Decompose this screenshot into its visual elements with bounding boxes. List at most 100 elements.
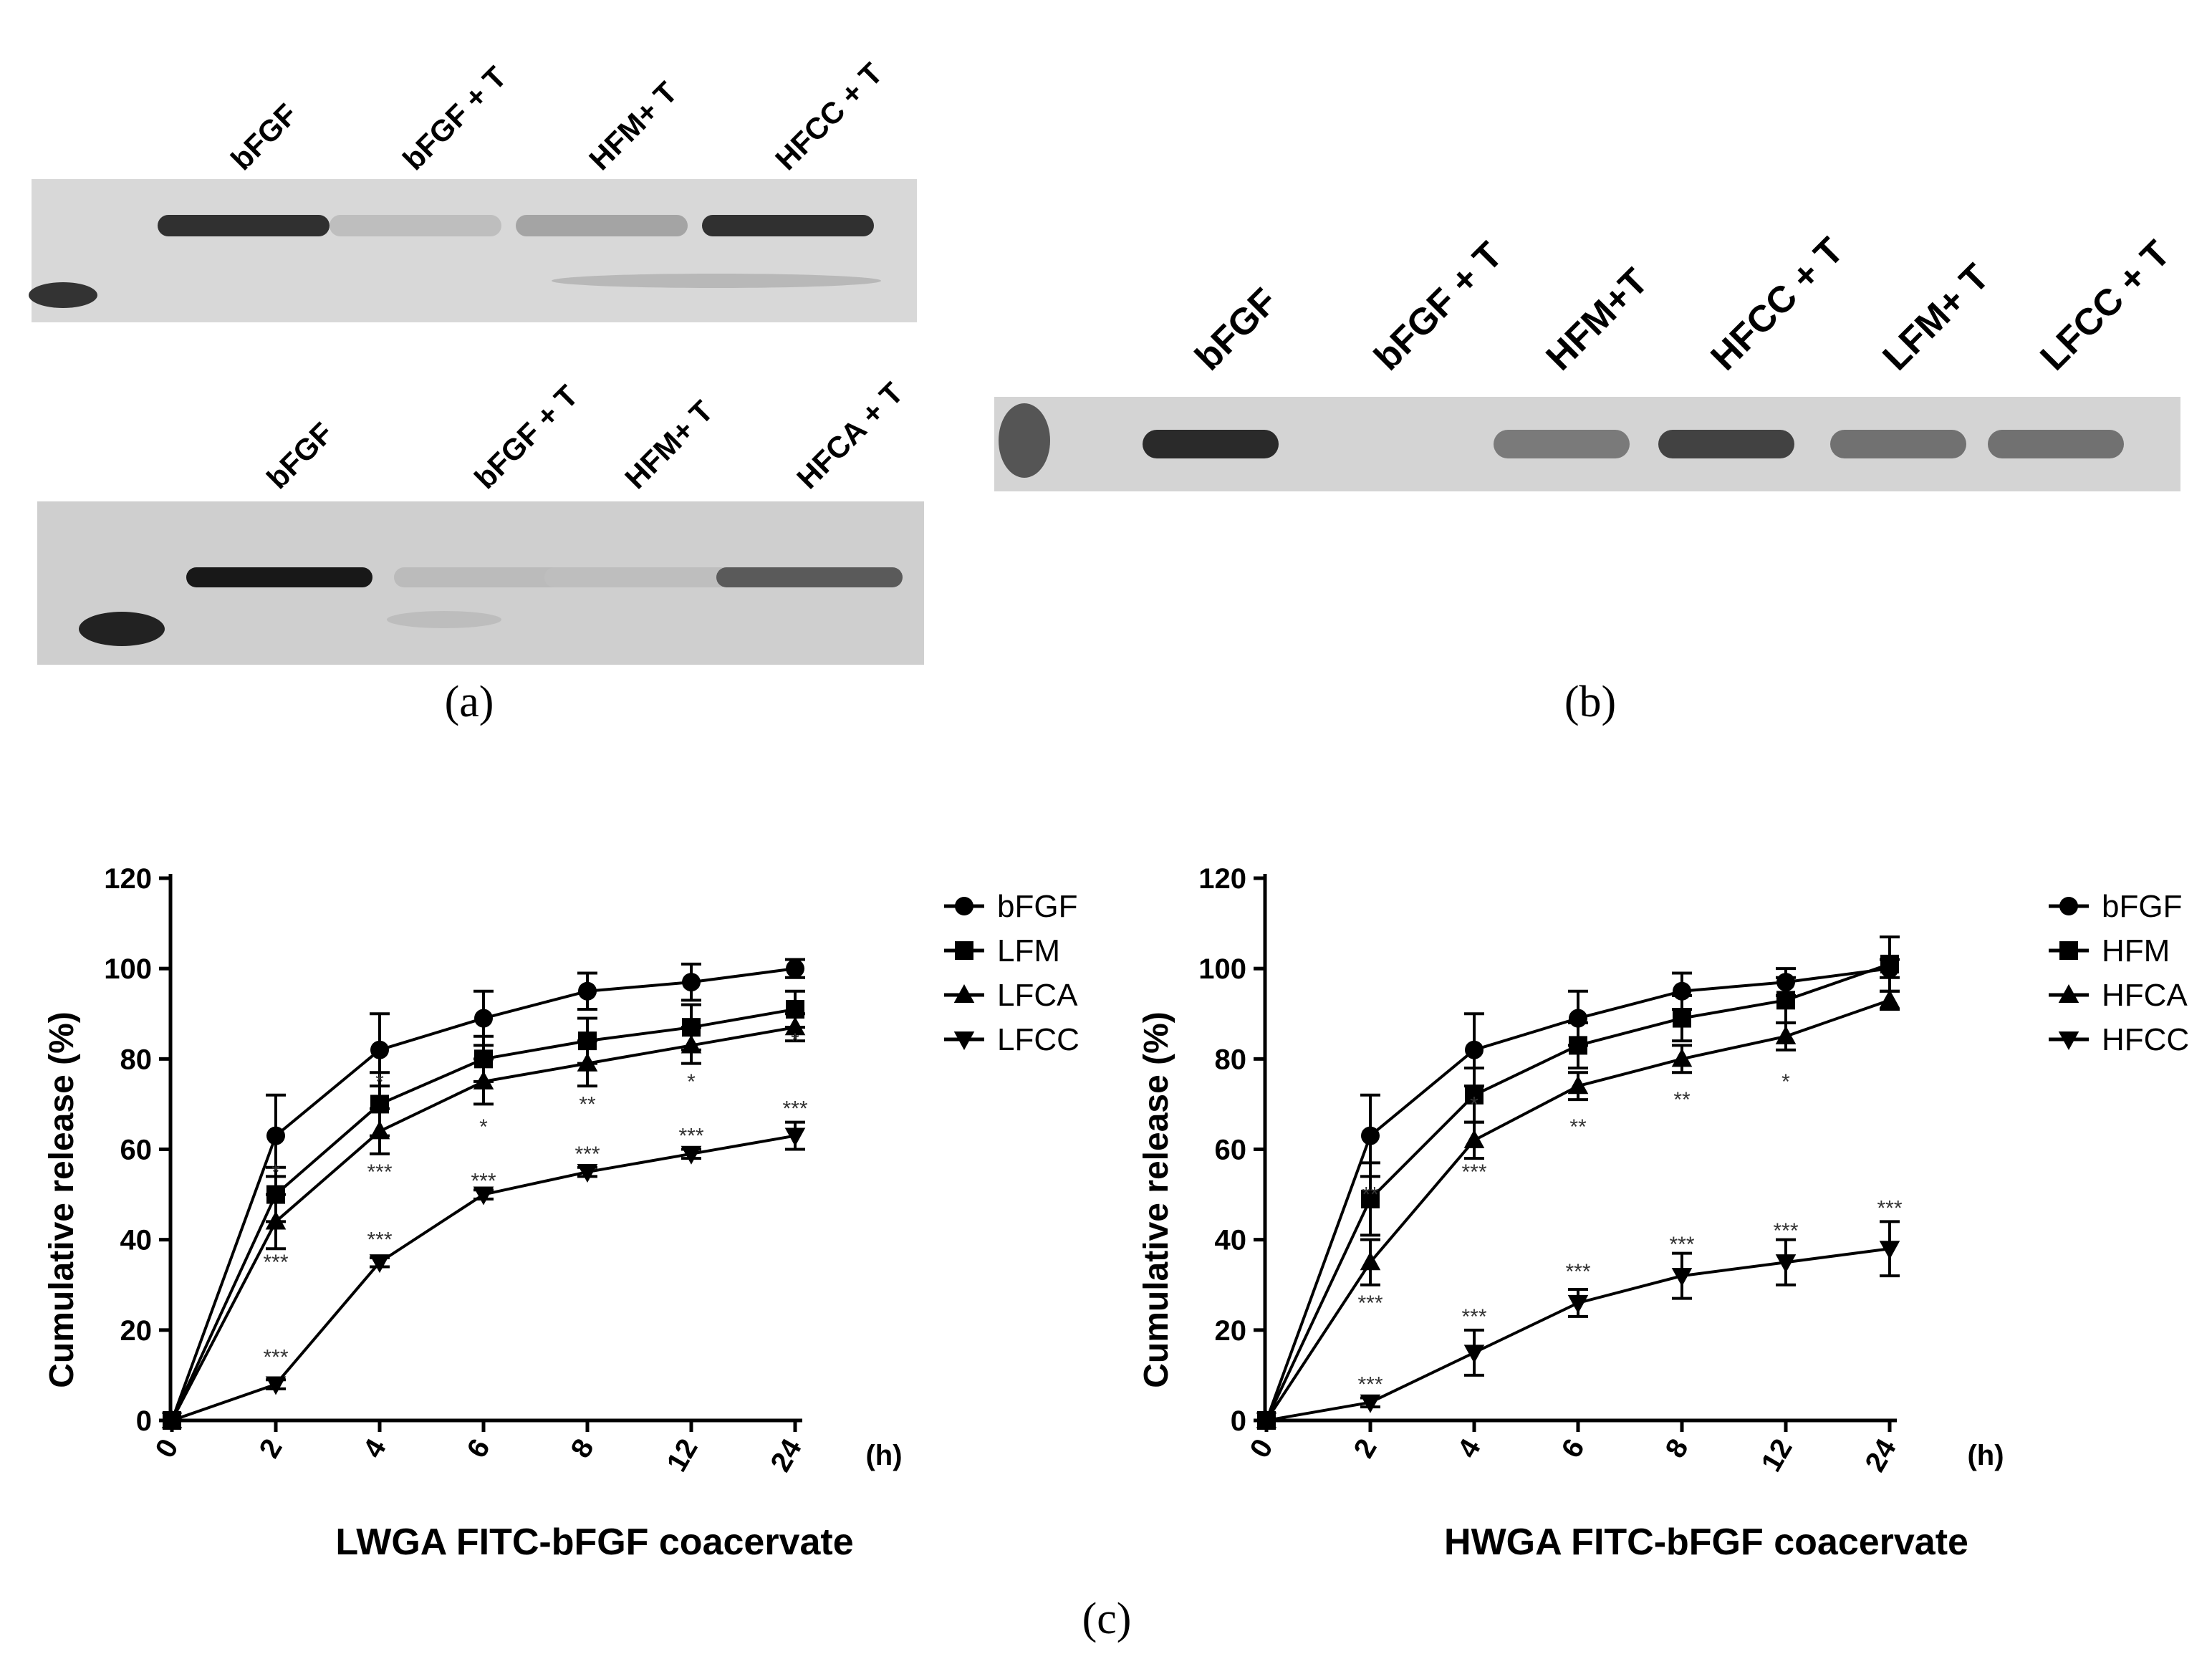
data-point xyxy=(955,897,973,915)
y-tick-label: 20 xyxy=(1215,1315,1247,1347)
data-point xyxy=(1567,1294,1589,1314)
x-axis-unit: (h) xyxy=(1967,1440,2004,1471)
lane-label: HFCC + T xyxy=(1703,230,1852,379)
data-point xyxy=(681,1145,702,1165)
y-tick-label: 100 xyxy=(1198,953,1246,985)
ladder-marker xyxy=(387,611,501,628)
significance-mark: *** xyxy=(1461,1305,1486,1329)
legend-label: bFGF xyxy=(997,889,1077,924)
x-tick-label: 4 xyxy=(357,1433,393,1463)
gel-band xyxy=(544,567,731,587)
data-point xyxy=(1465,1040,1484,1059)
significance-mark: *** xyxy=(1461,1160,1486,1184)
x-tick-label: 6 xyxy=(461,1434,496,1463)
significance-mark: *** xyxy=(263,1346,288,1370)
x-tick-label: 24 xyxy=(764,1433,808,1477)
significance-mark: * xyxy=(687,1070,696,1094)
significance-mark: *** xyxy=(678,1125,703,1148)
significance-mark: *** xyxy=(367,1160,392,1184)
significance-mark: ** xyxy=(1673,1088,1691,1112)
data-point xyxy=(1671,1048,1693,1067)
lane-label: bFGF xyxy=(260,416,340,496)
y-tick-label: 120 xyxy=(104,863,152,895)
data-point xyxy=(369,1254,390,1274)
data-point xyxy=(266,1126,285,1145)
data-point xyxy=(265,1376,287,1395)
ladder-marker xyxy=(79,612,165,646)
data-point xyxy=(577,1163,598,1183)
release-chart-lwga: Cumulative release (%) (h) LWGA FITC-bFG… xyxy=(43,863,1079,1563)
significance-mark: *** xyxy=(1773,1219,1798,1243)
y-tick-label: 20 xyxy=(120,1315,153,1347)
data-point xyxy=(1256,1412,1277,1431)
x-tick-label: 24 xyxy=(1859,1433,1903,1477)
data-point xyxy=(473,1070,494,1090)
legend-label: bFGF xyxy=(2102,889,2182,924)
data-point xyxy=(1879,989,1900,1009)
gel-a-bottom-bands xyxy=(79,567,903,646)
gel-band xyxy=(1658,430,1794,458)
significance-mark: ** xyxy=(1362,1183,1379,1207)
gel-band xyxy=(516,215,688,236)
data-point xyxy=(953,984,975,1004)
legend-label: LFCA xyxy=(997,978,1078,1013)
x-tick-label: 12 xyxy=(660,1434,703,1478)
data-point xyxy=(577,1052,598,1072)
gel-band xyxy=(1988,430,2124,458)
significance-mark: *** xyxy=(1877,1197,1902,1221)
data-point xyxy=(1673,1009,1691,1028)
data-point xyxy=(1775,1025,1797,1044)
y-tick-label: 40 xyxy=(120,1225,153,1256)
y-tick-label: 0 xyxy=(136,1405,152,1437)
series-LFCC xyxy=(161,1120,806,1431)
lane-label: HFM+ T xyxy=(618,394,720,496)
data-point xyxy=(955,941,973,960)
panel-label-b: (b) xyxy=(1564,678,1617,726)
significance-mark: *** xyxy=(1565,1260,1590,1284)
lane-label: bFGF + T xyxy=(396,59,513,176)
release-chart-hwga: Cumulative release (%) (h) HWGA FITC-bFG… xyxy=(1138,863,2189,1563)
ladder-marker xyxy=(999,403,1050,478)
y-axis-label: Cumulative release (%) xyxy=(43,1011,81,1388)
legend-label: LFCC xyxy=(997,1022,1079,1057)
data-point xyxy=(2059,897,2078,915)
lane-label: HFM+T xyxy=(1538,261,1656,379)
y-axis-label: Cumulative release (%) xyxy=(1138,1011,1175,1388)
x-tick-label: 4 xyxy=(1452,1433,1488,1463)
data-point xyxy=(1360,1251,1381,1271)
data-point xyxy=(1880,954,1899,973)
significance-mark: *** xyxy=(1357,1373,1382,1397)
lane-label: LFCC + T xyxy=(2032,233,2178,379)
gel-a-bottom-labels: bFGF bFGF + T HFM+ T HFCA + T xyxy=(260,376,910,496)
ladder-marker xyxy=(552,274,881,288)
x-tick-label: 8 xyxy=(565,1434,600,1463)
gel-panel-b: bFGF bFGF + T HFM+T HFCC + T LFM+ T LFCC + T xyxy=(994,230,2180,491)
significance-mark: *** xyxy=(574,1143,600,1166)
ladder-marker xyxy=(29,282,97,308)
legend-label: LFM xyxy=(997,933,1060,968)
series-HFCC xyxy=(1256,1220,1900,1431)
x-tick-label: 8 xyxy=(1660,1434,1695,1463)
data-point xyxy=(473,1186,494,1206)
lane-label: LFM+ T xyxy=(1875,256,1997,379)
series-LFCA xyxy=(161,1012,806,1429)
data-point xyxy=(370,1040,389,1059)
data-point xyxy=(265,1211,287,1230)
data-point xyxy=(2059,941,2078,960)
significance-mark: *** xyxy=(263,1251,288,1274)
significance-mark: *** xyxy=(782,1097,807,1121)
gel-b-labels: bFGF bFGF + T HFM+T HFCC + T LFM+ T LFCC + T xyxy=(1187,230,2178,379)
x-tick-label: 2 xyxy=(254,1434,289,1463)
data-point xyxy=(369,1120,390,1140)
lane-label: bFGF xyxy=(1187,280,1285,378)
data-point xyxy=(1361,1126,1380,1145)
x-tick-label: 2 xyxy=(1348,1434,1383,1463)
significance-mark: ** xyxy=(579,1092,596,1116)
data-point xyxy=(1463,1129,1485,1148)
y-tick-label: 80 xyxy=(1215,1044,1247,1075)
significance-mark: * xyxy=(1781,1070,1790,1094)
significance-mark: * xyxy=(791,1029,799,1053)
x-tick-label: 0 xyxy=(1244,1434,1279,1463)
data-point xyxy=(1463,1345,1485,1364)
y-tick-label: 80 xyxy=(120,1044,153,1075)
